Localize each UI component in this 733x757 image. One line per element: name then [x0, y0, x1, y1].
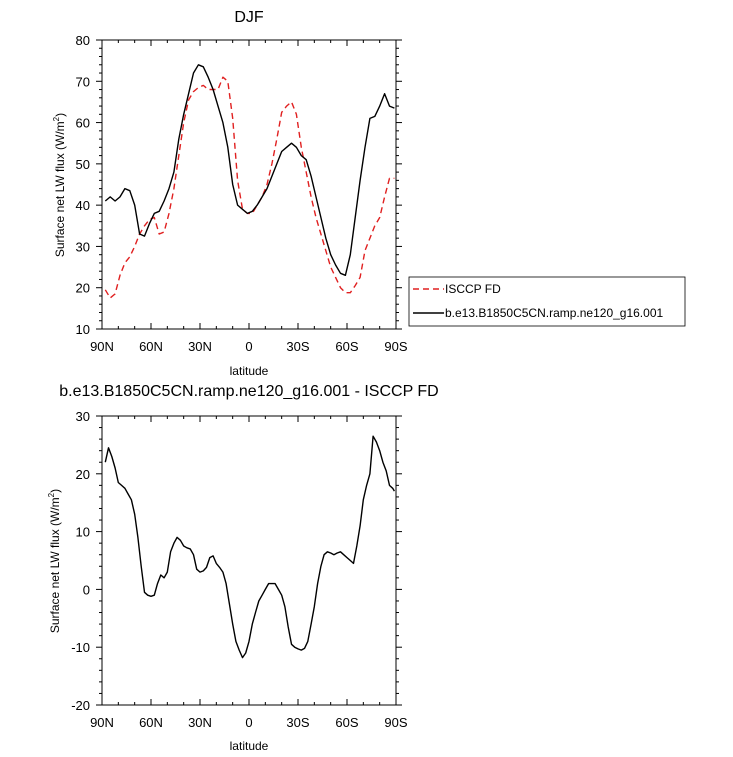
bottom-y-axis-label-main: Surface net LW flux (W/m: [48, 497, 62, 633]
top-y-axis-label-sup: 2: [52, 116, 61, 121]
x-tick-label: 30N: [188, 339, 212, 354]
x-tick-label: 60S: [335, 715, 358, 730]
y-tick-label: 20: [76, 467, 90, 482]
x-tick-label: 90S: [384, 715, 407, 730]
bottom-panel: b.e13.B1850C5CN.ramp.ne120_g16.001 - ISC…: [47, 383, 439, 753]
legend-label-isccp: ISCCP FD: [445, 282, 501, 296]
series-line-isccp: [104, 76, 395, 299]
y-tick-label: 40: [76, 198, 90, 213]
legend-label-model: b.e13.B1850C5CN.ramp.ne120_g16.001: [445, 306, 663, 320]
x-tick-label: 30S: [286, 339, 309, 354]
legend-box: [408, 276, 686, 327]
y-tick-label: 50: [76, 157, 90, 172]
bottom-series-group: [104, 435, 395, 659]
x-tick-label: 60S: [335, 339, 358, 354]
y-tick-label: 30: [76, 239, 90, 254]
y-tick-label: 0: [83, 582, 90, 597]
y-tick-label: 30: [76, 409, 90, 424]
y-tick-label: 20: [76, 281, 90, 296]
top-y-tick-labels: 10 20 30 40 50 60 70 80: [76, 33, 90, 337]
x-tick-label: 90N: [90, 339, 114, 354]
y-tick-label: 10: [76, 322, 90, 337]
x-tick-label: 90S: [384, 339, 407, 354]
x-tick-label: 60N: [139, 715, 163, 730]
top-y-axis-label-close: ): [53, 113, 67, 117]
bottom-x-axis-label: latitude: [230, 739, 269, 753]
top-axis-ticks: [96, 39, 402, 330]
x-tick-label: 0: [245, 339, 252, 354]
x-tick-label: 0: [245, 715, 252, 730]
bottom-axis-ticks: [96, 415, 402, 706]
top-x-tick-labels: 90N 60N 30N 0 30S 60S 90S: [90, 339, 408, 354]
top-x-axis-label: latitude: [230, 364, 269, 378]
top-plot-frame: [101, 39, 397, 330]
bottom-x-tick-labels: 90N 60N 30N 0 30S 60S 90S: [90, 715, 408, 730]
y-tick-label: 60: [76, 116, 90, 131]
series-line-difference: [104, 435, 395, 659]
bottom-y-axis-label-close: ): [48, 489, 62, 493]
series-line-model: [104, 64, 395, 276]
x-tick-label: 30S: [286, 715, 309, 730]
top-panel: DJF 90N 60N 30N 0 30S 60S 90S 10 20 30 40 50 60 70 80…: [52, 9, 408, 378]
y-tick-label: -20: [71, 698, 90, 713]
top-chart-title: DJF: [234, 9, 264, 26]
bottom-chart-title: b.e13.B1850C5CN.ramp.ne120_g16.001 - ISC…: [59, 383, 438, 400]
y-tick-label: 80: [76, 33, 90, 48]
x-tick-label: 60N: [139, 339, 163, 354]
y-tick-label: 70: [76, 74, 90, 89]
bottom-plot-frame: [101, 415, 397, 706]
top-y-axis-label: Surface net LW flux (W/m2): [52, 113, 67, 257]
legend: ISCCP FD b.e13.B1850C5CN.ramp.ne120_g16.…: [408, 276, 686, 327]
bottom-y-tick-labels: -20 -10 0 10 20 30: [71, 409, 90, 713]
y-tick-label: -10: [71, 640, 90, 655]
x-tick-label: 30N: [188, 715, 212, 730]
y-tick-label: 10: [76, 525, 90, 540]
bottom-y-axis-label-sup: 2: [47, 492, 56, 497]
top-y-axis-label-main: Surface net LW flux (W/m: [53, 121, 67, 257]
x-tick-label: 90N: [90, 715, 114, 730]
top-series-group: [104, 64, 395, 299]
bottom-y-axis-label: Surface net LW flux (W/m2): [47, 489, 62, 633]
